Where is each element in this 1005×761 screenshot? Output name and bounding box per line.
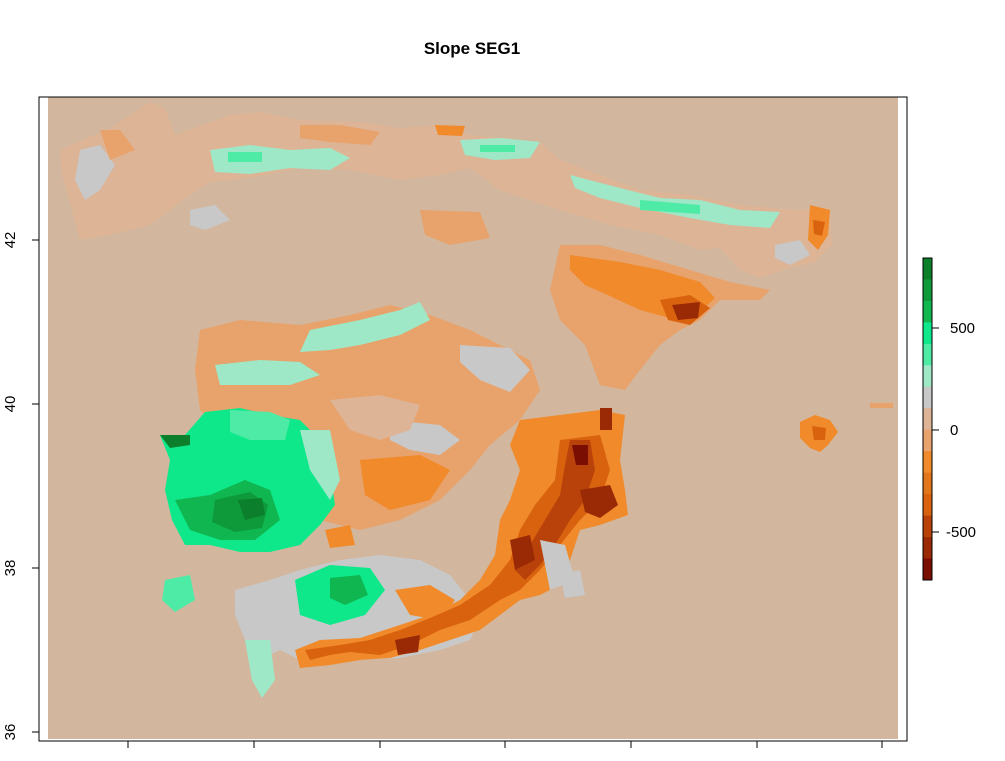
legend-tick-label: -500 <box>946 524 976 541</box>
southeast-region <box>295 408 628 668</box>
y-tick-label: 36 <box>2 724 19 741</box>
y-axis: 36 38 40 42 <box>2 232 40 741</box>
west-green-region <box>160 408 340 552</box>
legend-color-swatch <box>923 343 932 366</box>
legend-color-swatch <box>923 408 932 431</box>
legend-color-swatch <box>923 258 932 280</box>
north-coast-region <box>60 102 832 278</box>
legend-color-swatch <box>923 558 932 581</box>
legend-color-swatch <box>923 515 932 538</box>
legend-color-swatch <box>923 279 932 302</box>
map-panel <box>38 96 908 742</box>
legend-color-swatch <box>923 472 932 495</box>
map-title: Slope SEG1 <box>424 39 520 58</box>
y-tick-label: 42 <box>2 232 19 249</box>
legend-frame <box>922 257 933 581</box>
legend-color-swatch <box>923 537 932 560</box>
legend-color-swatch <box>923 300 932 323</box>
y-tick-label: 40 <box>2 396 19 413</box>
x-axis <box>127 740 883 748</box>
color-legend: 500 0 -500 <box>922 257 976 581</box>
legend-color-bar <box>923 258 932 581</box>
northeast-region <box>550 205 830 390</box>
map-right-margin <box>898 97 907 739</box>
island-region <box>800 403 893 452</box>
legend-color-swatch <box>923 429 932 452</box>
legend-color-swatch <box>923 386 932 409</box>
legend-color-swatch <box>923 322 932 345</box>
legend-color-swatch <box>923 494 932 517</box>
legend-tick-label: 500 <box>950 320 975 337</box>
legend-color-swatch <box>923 451 932 474</box>
legend-tick-label: 0 <box>950 422 958 439</box>
y-tick-label: 38 <box>2 560 19 577</box>
map-left-margin <box>39 97 48 739</box>
legend-color-swatch <box>923 365 932 388</box>
